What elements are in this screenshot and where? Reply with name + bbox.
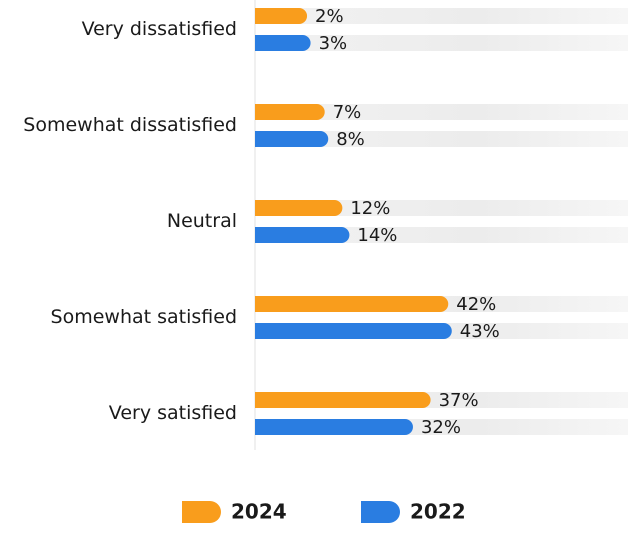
track xyxy=(255,35,628,51)
bar xyxy=(255,323,452,339)
value-label: 43% xyxy=(460,321,500,342)
legend-label: 2022 xyxy=(410,500,466,524)
category-label: Somewhat dissatisfied xyxy=(23,114,237,136)
value-label: 8% xyxy=(336,129,365,150)
category-label: Neutral xyxy=(167,210,237,232)
category-label: Very dissatisfied xyxy=(82,18,237,40)
value-label: 37% xyxy=(439,390,479,411)
bar xyxy=(255,296,449,312)
category-label: Very satisfied xyxy=(109,402,237,424)
value-label: 3% xyxy=(319,33,348,54)
track xyxy=(255,8,628,24)
value-label: 14% xyxy=(357,225,397,246)
value-label: 12% xyxy=(350,198,390,219)
value-label: 32% xyxy=(421,417,461,438)
legend-swatch xyxy=(361,501,400,523)
value-label: 42% xyxy=(456,294,496,315)
bar xyxy=(255,8,308,24)
track xyxy=(255,104,628,120)
bar xyxy=(255,104,325,120)
track xyxy=(255,200,628,216)
bar xyxy=(255,35,311,51)
legend-swatch xyxy=(182,501,221,523)
category-label: Somewhat satisfied xyxy=(51,306,237,328)
track xyxy=(255,131,628,147)
legend-label: 2024 xyxy=(231,500,287,524)
bar xyxy=(255,200,343,216)
bar xyxy=(255,131,329,147)
bar xyxy=(255,392,431,408)
bar xyxy=(255,419,413,435)
value-label: 2% xyxy=(315,6,344,27)
value-label: 7% xyxy=(333,102,362,123)
bar xyxy=(255,227,350,243)
